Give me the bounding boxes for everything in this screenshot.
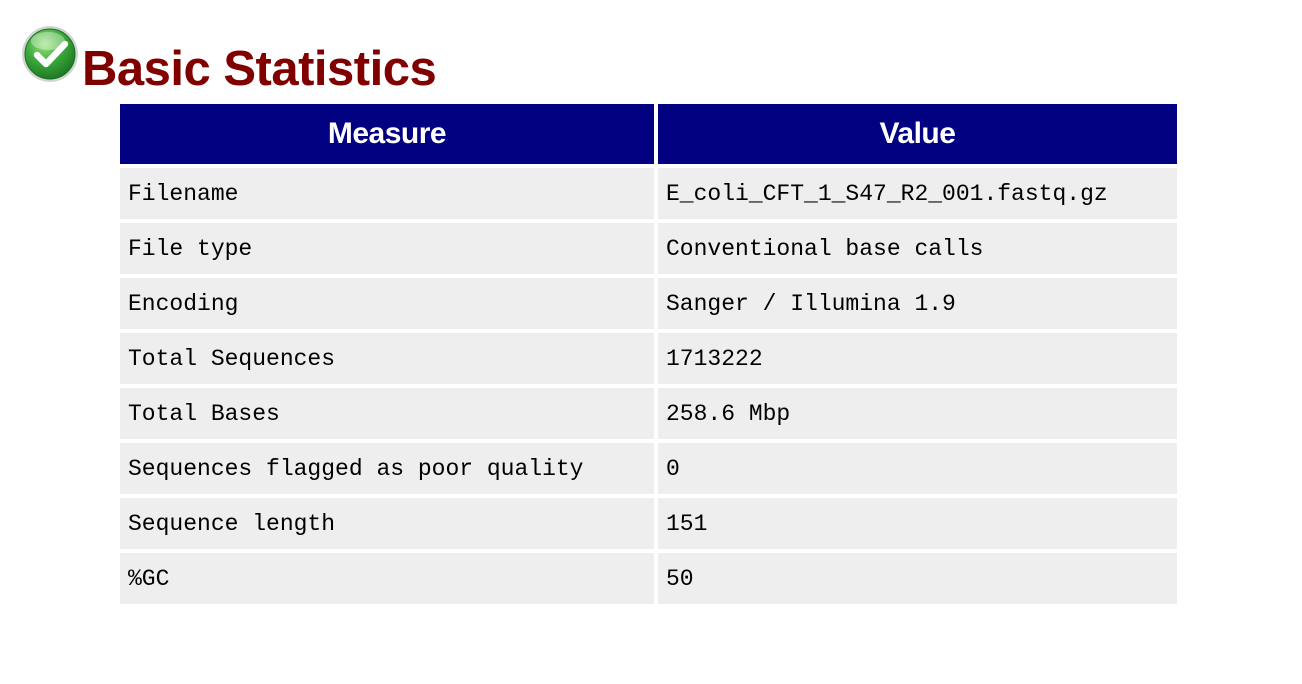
table-row: Encoding Sanger / Illumina 1.9 xyxy=(120,278,1177,329)
measure-cell: Sequences flagged as poor quality xyxy=(120,443,654,494)
table-row: File type Conventional base calls xyxy=(120,223,1177,274)
value-cell: 50 xyxy=(658,553,1177,604)
measure-cell: Filename xyxy=(120,168,654,219)
measure-cell: Total Bases xyxy=(120,388,654,439)
value-cell: Sanger / Illumina 1.9 xyxy=(658,278,1177,329)
basic-statistics-table: Measure Value Filename E_coli_CFT_1_S47_… xyxy=(116,100,1181,608)
table-row: Total Bases 258.6 Mbp xyxy=(120,388,1177,439)
table-row: Filename E_coli_CFT_1_S47_R2_001.fastq.g… xyxy=(120,168,1177,219)
value-cell: 0 xyxy=(658,443,1177,494)
table-row: Sequences flagged as poor quality 0 xyxy=(120,443,1177,494)
value-cell: 258.6 Mbp xyxy=(658,388,1177,439)
column-header-measure: Measure xyxy=(120,104,654,164)
measure-cell: Encoding xyxy=(120,278,654,329)
page-title: Basic Statistics xyxy=(82,42,437,96)
measure-cell: %GC xyxy=(120,553,654,604)
table-row: %GC 50 xyxy=(120,553,1177,604)
measure-cell: Total Sequences xyxy=(120,333,654,384)
value-cell: E_coli_CFT_1_S47_R2_001.fastq.gz xyxy=(658,168,1177,219)
measure-cell: File type xyxy=(120,223,654,274)
measure-cell: Sequence length xyxy=(120,498,654,549)
value-cell: 1713222 xyxy=(658,333,1177,384)
column-header-value: Value xyxy=(658,104,1177,164)
table-row: Total Sequences 1713222 xyxy=(120,333,1177,384)
table-header-row: Measure Value xyxy=(120,104,1177,164)
value-cell: 151 xyxy=(658,498,1177,549)
table-row: Sequence length 151 xyxy=(120,498,1177,549)
check-circle-icon xyxy=(22,26,78,82)
value-cell: Conventional base calls xyxy=(658,223,1177,274)
